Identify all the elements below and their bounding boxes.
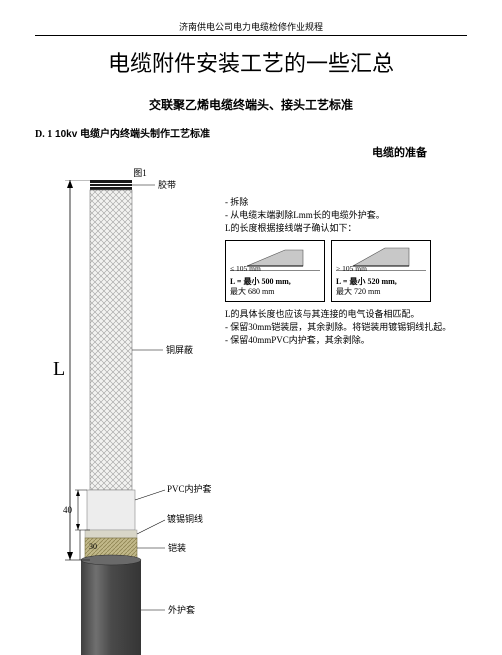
callout-armor: 铠装 (168, 542, 186, 553)
callout-tape: 胶带 (158, 180, 176, 190)
text-line: - 保留30mm铠装层，其余剥除。将铠装用镀锡铜线扎起。 (225, 321, 467, 333)
main-title: 电缆附件安装工艺的一些汇总 (35, 46, 467, 78)
cable-diagram: L 40 30 胶带 铜屏蔽 PVC内护套 镀锡铜线 铠装 (35, 180, 225, 655)
figure-label: 图1 (65, 166, 215, 179)
text-line: L的长度根据接线端子确认如下： (225, 222, 467, 234)
text-line: L的具体长度也应该与其连接的电气设备相匹配。 (225, 308, 467, 320)
section-heading: D. 1 10kv 电缆户内终端头制作工艺标准 (35, 125, 467, 140)
dim-40: 40 (63, 505, 73, 515)
sub-title: 交联聚乙烯电缆终端头、接头工艺标准 (35, 96, 467, 113)
text-line: - 拆除 (225, 196, 467, 208)
text-line: - 保留40mmPVC内护套，其余剥除。 (225, 334, 467, 346)
callout-shield: 铜屏蔽 (166, 344, 193, 355)
svg-text:外护套: 外护套 (168, 604, 195, 615)
spec-box-2: > 105 mm L = 最小 520 mm, 最大 720 mm (331, 240, 431, 301)
section-number: D. 1 (35, 129, 52, 140)
spec-val: L = 最小 520 mm, 最大 720 mm (336, 277, 426, 297)
diagram-column: 图1 (35, 166, 215, 655)
spec-val: L = 最小 500 mm, 最大 680 mm (230, 277, 320, 297)
text-line: - 从电缆末端剥除Lmm长的电缆外护套。 (225, 209, 467, 221)
callout-tinned: 镀锡铜线 (167, 513, 203, 524)
spec-box-1: ≤ 105 mm L = 最小 500 mm, 最大 680 mm (225, 240, 325, 301)
text-column: - 拆除 - 从电缆末端剥除Lmm长的电缆外护套。 L的长度根据接线端子确认如下… (225, 166, 467, 655)
spec-row: ≤ 105 mm L = 最小 500 mm, 最大 680 mm > 105 … (225, 240, 467, 301)
section-text: 10kv 电缆户内终端头制作工艺标准 (55, 129, 210, 140)
page-header: 济南供电公司电力电缆检修作业规程 (35, 20, 467, 36)
content-row: 图1 (35, 166, 467, 655)
dim-L: L (53, 358, 65, 380)
prep-title: 电缆的准备 (35, 144, 427, 160)
callout-pvc: PVC内护套 (167, 483, 212, 494)
dim-30: 30 (89, 542, 97, 551)
